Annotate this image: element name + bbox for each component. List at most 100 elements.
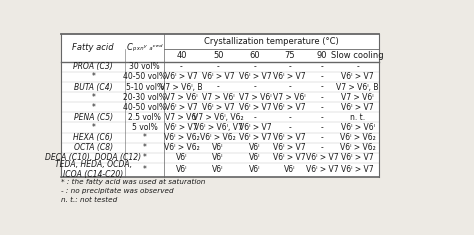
Text: V7 > V6ᴵ, B: V7 > V6ᴵ, B (337, 82, 379, 91)
Text: V6ᴵ: V6ᴵ (212, 143, 224, 152)
Text: V6ᴵ > V7: V6ᴵ > V7 (165, 72, 198, 81)
Text: -: - (320, 72, 323, 81)
Text: V6ᴵ: V6ᴵ (249, 153, 261, 162)
Text: BUTA (C4): BUTA (C4) (74, 82, 112, 91)
Text: DECA (C10), DODA (C12): DECA (C10), DODA (C12) (45, 153, 141, 162)
Text: 50: 50 (213, 51, 223, 60)
Text: V6ᴵ: V6ᴵ (249, 143, 261, 152)
Text: -: - (288, 113, 291, 122)
Text: V6ᴵ > V7: V6ᴵ > V7 (238, 123, 271, 132)
Text: V6ᴵ > V7: V6ᴵ > V7 (202, 103, 235, 112)
Text: n. t.: n. t. (350, 113, 365, 122)
Text: V6ᴵ > V7: V6ᴵ > V7 (341, 72, 374, 81)
Text: -: - (320, 123, 323, 132)
Text: V6ᴵ: V6ᴵ (212, 165, 224, 174)
Text: V6ᴵ > V6ᴵ: V6ᴵ > V6ᴵ (341, 123, 375, 132)
Text: -: - (320, 143, 323, 152)
Text: -: - (180, 62, 183, 71)
Text: *: * (143, 143, 146, 152)
Text: Slow cooling: Slow cooling (331, 51, 384, 60)
Text: 5-10 vol%: 5-10 vol% (126, 82, 164, 91)
Text: V6ᴵ > V6₂: V6ᴵ > V6₂ (340, 143, 375, 152)
Text: V6ᴵ: V6ᴵ (284, 165, 295, 174)
Text: 40: 40 (176, 51, 187, 60)
Text: 75: 75 (284, 51, 295, 60)
Text: V6ᴵ > V6ᴵ, V7: V6ᴵ > V6ᴵ, V7 (194, 123, 243, 132)
Text: -: - (217, 62, 219, 71)
Text: V6ᴵ > V7: V6ᴵ > V7 (273, 133, 306, 142)
Text: 60: 60 (249, 51, 260, 60)
Text: V6ᴵ > V7: V6ᴵ > V7 (306, 153, 338, 162)
Text: -: - (288, 123, 291, 132)
Text: V6ᴵ > V7: V6ᴵ > V7 (273, 72, 306, 81)
Text: V7 > V6ᴵ, V6₂: V7 > V6ᴵ, V6₂ (193, 113, 244, 122)
Text: V6ᴵ > V7: V6ᴵ > V7 (238, 133, 271, 142)
Text: -: - (320, 62, 323, 71)
Text: V6ᴵ > V6₂: V6ᴵ > V6₂ (340, 133, 375, 142)
Text: PROA (C3): PROA (C3) (73, 62, 113, 71)
Text: *: * (143, 165, 146, 174)
Text: V6ᴵ > V6₂: V6ᴵ > V6₂ (164, 133, 199, 142)
Text: Cₚₓₙʸ ₐᶜᵉᵈ: Cₚₓₙʸ ₐᶜᵉᵈ (127, 43, 163, 52)
Text: - : no precipitate was observed: - : no precipitate was observed (61, 188, 173, 194)
Text: V7 > V6ᴵ: V7 > V6ᴵ (165, 93, 198, 102)
Text: -: - (254, 62, 256, 71)
Text: V6ᴵ > V7: V6ᴵ > V7 (238, 103, 271, 112)
Text: V6ᴵ > V7: V6ᴵ > V7 (273, 143, 306, 152)
Text: *: * (91, 103, 95, 112)
Text: -: - (320, 113, 323, 122)
Text: 5 vol%: 5 vol% (132, 123, 157, 132)
Text: PENA (C5): PENA (C5) (73, 113, 113, 122)
Text: V7 > V6ᴵ: V7 > V6ᴵ (273, 93, 306, 102)
Text: V6ᴵ > V7: V6ᴵ > V7 (165, 103, 198, 112)
Text: -: - (217, 82, 219, 91)
Text: n. t.: not tested: n. t.: not tested (61, 197, 118, 203)
Text: V6ᴵ > V6₂: V6ᴵ > V6₂ (200, 133, 236, 142)
Text: *: * (143, 153, 146, 162)
Text: -: - (356, 62, 359, 71)
Text: Crystallization temperature (°C): Crystallization temperature (°C) (204, 37, 339, 46)
Text: TEDA, HEDA, OCDA,
ICOA (C14-C20): TEDA, HEDA, OCDA, ICOA (C14-C20) (55, 160, 132, 180)
Text: Fatty acid: Fatty acid (73, 43, 114, 52)
Text: V6ᴵ > V6₂: V6ᴵ > V6₂ (164, 143, 199, 152)
Text: V7 > V6ᴵ: V7 > V6ᴵ (165, 113, 198, 122)
Text: 20-30 vol%: 20-30 vol% (123, 93, 166, 102)
Text: -: - (320, 82, 323, 91)
Text: V6ᴵ > V7: V6ᴵ > V7 (202, 72, 235, 81)
Text: V6ᴵ > V7: V6ᴵ > V7 (165, 123, 198, 132)
Text: *: * (91, 93, 95, 102)
Text: 2.5 vol%: 2.5 vol% (128, 113, 161, 122)
Text: V6ᴵ > V7: V6ᴵ > V7 (273, 103, 306, 112)
Text: -: - (288, 62, 291, 71)
Text: 90: 90 (317, 51, 327, 60)
Text: -: - (320, 103, 323, 112)
Text: 30 vol%: 30 vol% (129, 62, 160, 71)
Text: V7 > V6ᴵ: V7 > V6ᴵ (238, 93, 271, 102)
Text: V7 > V6ᴵ, B: V7 > V6ᴵ, B (160, 82, 203, 91)
Text: V7 > V6ᴵ: V7 > V6ᴵ (202, 93, 235, 102)
Text: V6ᴵ > V7: V6ᴵ > V7 (341, 165, 374, 174)
Text: V6ᴵ: V6ᴵ (176, 153, 187, 162)
Text: V6ᴵ > V7: V6ᴵ > V7 (341, 153, 374, 162)
Bar (61, 34, 379, 176)
Text: *: * (143, 133, 146, 142)
Text: -: - (254, 82, 256, 91)
Text: -: - (254, 113, 256, 122)
Text: 40-50 vol%: 40-50 vol% (123, 103, 166, 112)
Text: V6ᴵ > V7: V6ᴵ > V7 (238, 72, 271, 81)
Text: *: * (91, 72, 95, 81)
Text: -: - (288, 82, 291, 91)
Text: V6ᴵ: V6ᴵ (176, 165, 187, 174)
Text: OCTA (C8): OCTA (C8) (73, 143, 113, 152)
Text: HEXA (C6): HEXA (C6) (73, 133, 113, 142)
Text: 40-50 vol%: 40-50 vol% (123, 72, 166, 81)
Text: V6ᴵ: V6ᴵ (249, 165, 261, 174)
Text: V6ᴵ > V7: V6ᴵ > V7 (341, 103, 374, 112)
Text: * : the fatty acid was used at saturation: * : the fatty acid was used at saturatio… (61, 179, 205, 185)
Text: V6ᴵ: V6ᴵ (212, 153, 224, 162)
Text: V6ᴵ > V7: V6ᴵ > V7 (273, 153, 306, 162)
Text: -: - (320, 133, 323, 142)
Text: V7 > V6ᴵ: V7 > V6ᴵ (341, 93, 374, 102)
Text: *: * (91, 123, 95, 132)
Text: V6ᴵ > V7: V6ᴵ > V7 (306, 165, 338, 174)
